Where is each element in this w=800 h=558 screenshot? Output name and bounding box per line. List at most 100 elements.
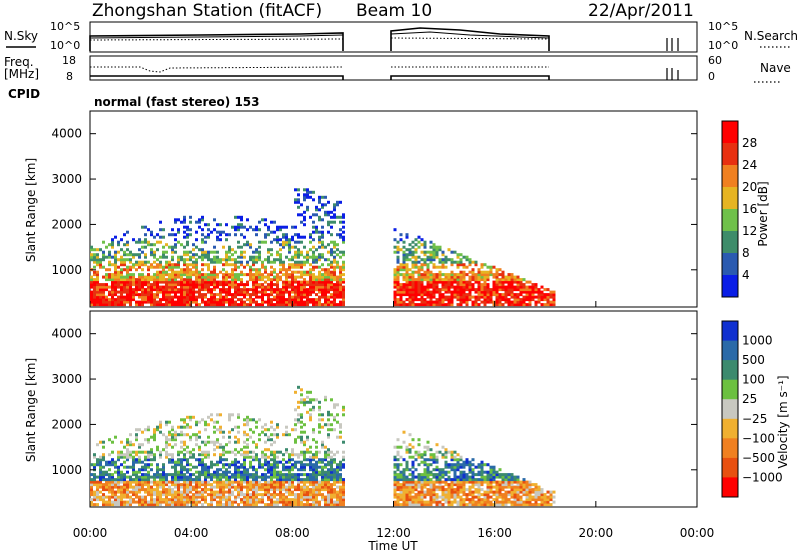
echo-cell: [273, 231, 276, 234]
echo-cell: [421, 461, 424, 464]
colorbar-segment: [722, 477, 738, 497]
echo-cell: [141, 496, 144, 499]
echo-cell: [303, 423, 306, 426]
echo-cell: [394, 463, 397, 466]
echo-cell: [400, 233, 403, 236]
echo-cell: [138, 273, 141, 276]
echo-cell: [222, 296, 225, 299]
echo-cell: [222, 458, 225, 461]
echo-cell: [397, 438, 400, 441]
echo-cell: [234, 496, 237, 499]
echo-cell: [279, 253, 282, 256]
echo-cell: [207, 263, 210, 266]
echo-cell: [240, 471, 243, 474]
echo-cell: [469, 476, 472, 479]
echo-cell: [213, 448, 216, 451]
echo-cell: [156, 463, 159, 466]
echo-cell: [207, 416, 210, 419]
echo-cell: [144, 238, 147, 241]
echo-cell: [294, 473, 297, 476]
echo-cell: [312, 428, 315, 431]
echo-cell: [165, 261, 168, 264]
echo-cell: [508, 498, 511, 501]
echo-cell: [300, 213, 303, 216]
echo-cell: [171, 256, 174, 259]
echo-cell: [228, 246, 231, 249]
echo-cell: [159, 271, 162, 274]
echo-cell: [180, 483, 183, 486]
echo-cell: [102, 466, 105, 469]
freq-label-2: [MHz]: [4, 67, 39, 81]
echo-cell: [306, 396, 309, 399]
power-cbar-label: Power [dB]: [756, 181, 770, 246]
echo-cell: [189, 221, 192, 224]
echo-cell: [258, 291, 261, 294]
echo-cell: [424, 451, 427, 454]
echo-cell: [144, 226, 147, 229]
echo-cell: [309, 241, 312, 244]
echo-cell: [267, 248, 270, 251]
echo-cell: [264, 258, 267, 261]
echo-cell: [469, 486, 472, 489]
echo-cell: [321, 458, 324, 461]
echo-cell: [99, 283, 102, 286]
echo-cell: [162, 251, 165, 254]
echo-cell: [339, 431, 342, 434]
echo-cell: [321, 493, 324, 496]
echo-cell: [394, 471, 397, 474]
echo-cell: [306, 463, 309, 466]
echo-cell: [195, 421, 198, 424]
echo-cell: [120, 463, 123, 466]
echo-cell: [126, 438, 129, 441]
echo-cell: [297, 233, 300, 236]
echo-cell: [189, 228, 192, 231]
power-cells: [90, 188, 556, 306]
echo-cell: [150, 283, 153, 286]
echo-cell: [147, 426, 150, 429]
echo-cell: [111, 458, 114, 461]
echo-cell: [246, 273, 249, 276]
echo-cell: [466, 503, 469, 506]
echo-cell: [243, 451, 246, 454]
echo-cell: [159, 421, 162, 424]
echo-cell: [342, 261, 345, 264]
echo-cell: [90, 473, 93, 476]
echo-cell: [291, 271, 294, 274]
echo-cell: [228, 441, 231, 444]
echo-cell: [342, 213, 345, 216]
echo-cell: [231, 258, 234, 261]
echo-cell: [195, 433, 198, 436]
echo-cell: [475, 273, 478, 276]
echo-cell: [177, 256, 180, 259]
echo-cell: [466, 273, 469, 276]
echo-cell: [394, 228, 397, 231]
echo-cell: [333, 241, 336, 244]
echo-cell: [216, 273, 219, 276]
echo-cell: [96, 458, 99, 461]
echo-cell: [412, 438, 415, 441]
echo-cell: [252, 418, 255, 421]
echo-cell: [105, 246, 108, 249]
echo-cell: [294, 246, 297, 249]
echo-cell: [213, 256, 216, 259]
echo-cell: [162, 228, 165, 231]
echo-cell: [204, 496, 207, 499]
echo-cell: [249, 456, 252, 459]
colorbar-segment: [722, 360, 738, 380]
echo-cell: [520, 278, 523, 281]
echo-cell: [403, 431, 406, 434]
echo-cell: [523, 278, 526, 281]
echo-cell: [186, 241, 189, 244]
echo-cell: [249, 418, 252, 421]
echo-cell: [195, 231, 198, 234]
echo-cell: [192, 478, 195, 481]
echo-cell: [306, 251, 309, 254]
colorbar-segment: [722, 165, 738, 188]
echo-cell: [430, 246, 433, 249]
echo-cell: [186, 468, 189, 471]
echo-cell: [186, 226, 189, 229]
echo-cell: [192, 271, 195, 274]
echo-cell: [150, 476, 153, 479]
echo-cell: [330, 413, 333, 416]
echo-cell: [249, 256, 252, 259]
